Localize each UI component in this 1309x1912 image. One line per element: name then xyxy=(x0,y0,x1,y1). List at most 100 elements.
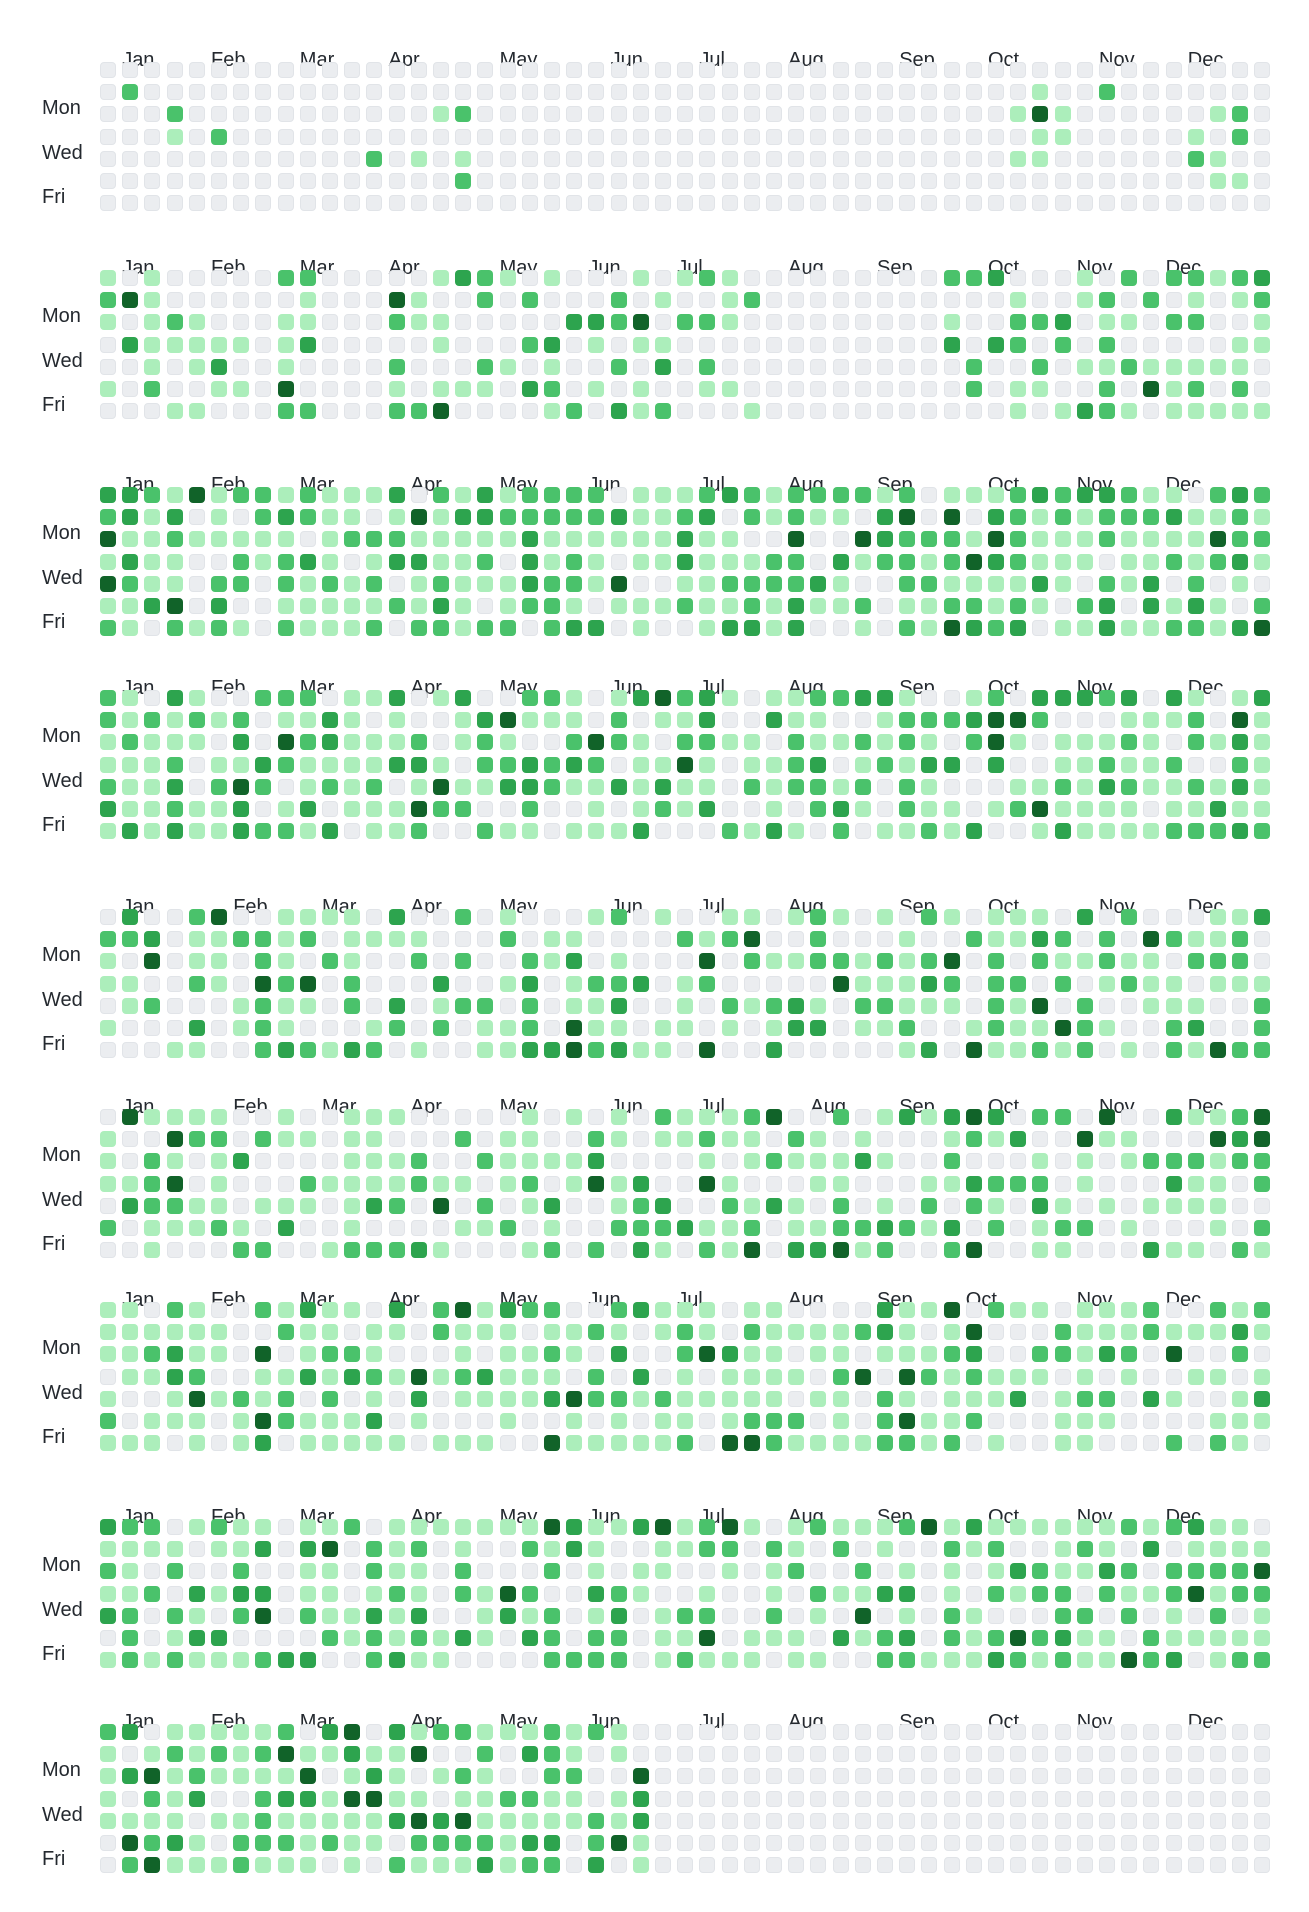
contribution-cell[interactable] xyxy=(632,1857,649,1874)
contribution-cell[interactable] xyxy=(832,106,849,123)
contribution-cell[interactable] xyxy=(810,1346,827,1363)
contribution-cell[interactable] xyxy=(477,1630,494,1646)
contribution-cell[interactable] xyxy=(810,801,827,817)
contribution-cell[interactable] xyxy=(299,195,316,212)
contribution-cell[interactable] xyxy=(766,1131,782,1148)
contribution-cell[interactable] xyxy=(544,487,560,503)
contribution-cell[interactable] xyxy=(1076,953,1093,970)
contribution-cell[interactable] xyxy=(344,734,361,751)
contribution-cell[interactable] xyxy=(810,712,827,729)
contribution-cell[interactable] xyxy=(1254,84,1271,101)
contribution-cell[interactable] xyxy=(965,509,982,526)
contribution-cell[interactable] xyxy=(100,1197,116,1214)
contribution-cell[interactable] xyxy=(477,1607,494,1624)
contribution-cell[interactable] xyxy=(433,1175,449,1192)
contribution-cell[interactable] xyxy=(233,1220,250,1236)
contribution-cell[interactable] xyxy=(433,1435,449,1452)
contribution-cell[interactable] xyxy=(854,1242,871,1259)
contribution-cell[interactable] xyxy=(211,1109,227,1125)
contribution-cell[interactable] xyxy=(743,1630,760,1646)
contribution-cell[interactable] xyxy=(1054,128,1071,145)
contribution-cell[interactable] xyxy=(810,823,827,840)
contribution-cell[interactable] xyxy=(1187,1519,1204,1535)
contribution-cell[interactable] xyxy=(122,1768,139,1785)
contribution-cell[interactable] xyxy=(988,1109,1004,1125)
contribution-cell[interactable] xyxy=(1121,1131,1138,1148)
contribution-cell[interactable] xyxy=(1232,1607,1249,1624)
contribution-cell[interactable] xyxy=(277,1020,294,1036)
contribution-cell[interactable] xyxy=(322,1652,338,1669)
contribution-cell[interactable] xyxy=(277,150,294,167)
contribution-cell[interactable] xyxy=(255,128,272,145)
contribution-cell[interactable] xyxy=(455,1042,472,1059)
contribution-cell[interactable] xyxy=(433,150,449,167)
contribution-cell[interactable] xyxy=(766,1835,782,1851)
contribution-cell[interactable] xyxy=(166,128,183,145)
contribution-cell[interactable] xyxy=(255,1563,272,1580)
contribution-cell[interactable] xyxy=(521,336,538,353)
contribution-cell[interactable] xyxy=(1254,1652,1271,1669)
contribution-cell[interactable] xyxy=(1210,1812,1226,1829)
contribution-cell[interactable] xyxy=(677,1812,694,1829)
contribution-cell[interactable] xyxy=(699,756,716,773)
contribution-cell[interactable] xyxy=(1210,1835,1226,1851)
contribution-cell[interactable] xyxy=(499,1585,516,1602)
contribution-cell[interactable] xyxy=(233,381,250,397)
contribution-cell[interactable] xyxy=(877,128,893,145)
contribution-cell[interactable] xyxy=(410,712,427,729)
contribution-cell[interactable] xyxy=(521,712,538,729)
contribution-cell[interactable] xyxy=(632,270,649,286)
contribution-cell[interactable] xyxy=(366,1519,383,1535)
contribution-cell[interactable] xyxy=(166,1835,183,1851)
contribution-cell[interactable] xyxy=(499,1242,516,1259)
contribution-cell[interactable] xyxy=(566,128,583,145)
contribution-cell[interactable] xyxy=(721,150,738,167)
contribution-cell[interactable] xyxy=(1054,1324,1071,1341)
contribution-cell[interactable] xyxy=(433,1724,449,1740)
contribution-cell[interactable] xyxy=(388,756,405,773)
contribution-cell[interactable] xyxy=(344,1324,361,1341)
contribution-cell[interactable] xyxy=(810,1435,827,1452)
contribution-cell[interactable] xyxy=(1165,1153,1182,1170)
contribution-cell[interactable] xyxy=(277,575,294,592)
contribution-cell[interactable] xyxy=(255,84,272,101)
contribution-cell[interactable] xyxy=(1254,1131,1271,1148)
contribution-cell[interactable] xyxy=(544,1324,560,1341)
contribution-cell[interactable] xyxy=(322,1242,338,1259)
contribution-cell[interactable] xyxy=(832,1175,849,1192)
contribution-cell[interactable] xyxy=(766,756,782,773)
contribution-cell[interactable] xyxy=(854,553,871,570)
contribution-cell[interactable] xyxy=(1010,1346,1027,1363)
contribution-cell[interactable] xyxy=(1032,1812,1049,1829)
contribution-cell[interactable] xyxy=(388,1413,405,1429)
contribution-cell[interactable] xyxy=(766,909,782,925)
contribution-cell[interactable] xyxy=(743,1368,760,1385)
contribution-cell[interactable] xyxy=(233,620,250,637)
contribution-cell[interactable] xyxy=(1187,531,1204,548)
contribution-cell[interactable] xyxy=(1165,823,1182,840)
contribution-cell[interactable] xyxy=(943,1020,960,1036)
contribution-cell[interactable] xyxy=(1232,1324,1249,1341)
contribution-cell[interactable] xyxy=(1010,909,1027,925)
contribution-cell[interactable] xyxy=(410,801,427,817)
contribution-cell[interactable] xyxy=(921,270,938,286)
contribution-cell[interactable] xyxy=(1099,1413,1115,1429)
contribution-cell[interactable] xyxy=(899,1197,916,1214)
contribution-cell[interactable] xyxy=(366,1652,383,1669)
contribution-cell[interactable] xyxy=(1032,1790,1049,1807)
contribution-cell[interactable] xyxy=(588,1109,605,1125)
contribution-cell[interactable] xyxy=(521,1607,538,1624)
contribution-cell[interactable] xyxy=(1210,292,1226,309)
contribution-cell[interactable] xyxy=(166,1857,183,1874)
contribution-cell[interactable] xyxy=(832,509,849,526)
contribution-cell[interactable] xyxy=(588,1220,605,1236)
contribution-cell[interactable] xyxy=(810,1630,827,1646)
contribution-cell[interactable] xyxy=(1099,1153,1115,1170)
contribution-cell[interactable] xyxy=(366,403,383,420)
contribution-cell[interactable] xyxy=(455,1790,472,1807)
contribution-cell[interactable] xyxy=(943,106,960,123)
contribution-cell[interactable] xyxy=(1187,487,1204,503)
contribution-cell[interactable] xyxy=(632,756,649,773)
contribution-cell[interactable] xyxy=(699,1435,716,1452)
contribution-cell[interactable] xyxy=(499,531,516,548)
